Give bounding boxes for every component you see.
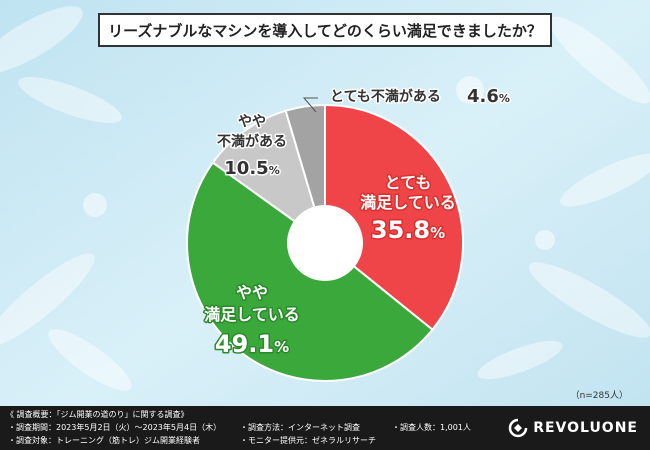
label-very-dissatisfied-value: 4.6% xyxy=(467,86,510,107)
label-very-satisfied-value: 35.8% xyxy=(371,216,445,244)
flower-decoration xyxy=(83,76,555,250)
revoluone-logo-icon xyxy=(508,418,528,438)
slice-very-satisfied xyxy=(324,103,464,332)
label-very-dissatisfied-text: とても不満がある xyxy=(330,88,441,105)
survey-overview: 《 調査概要：「ジム開業の道のり」に関する調査》 xyxy=(6,410,189,419)
label-somewhat-dissatisfied-line2: 不満がある xyxy=(217,133,287,150)
label-somewhat-satisfied-line1: やや xyxy=(236,283,268,302)
label-somewhat-satisfied-value: 49.1% xyxy=(215,330,289,358)
label-somewhat-dissatisfied-value: 10.5% xyxy=(224,158,279,179)
revoluone-logo: REVOLUONE xyxy=(508,418,638,438)
chart-title: リーズナブルなマシンを導入してどのくらい満足できましたか？ xyxy=(98,13,552,47)
label-very-satisfied-line2: 満足している xyxy=(360,193,456,212)
sample-size-label: （n=285人） xyxy=(570,391,628,401)
logo-text: REVOLUONE xyxy=(533,420,638,436)
survey-provider: ・モニター提供元：ゼネラルリサーチ xyxy=(240,436,376,445)
survey-period: ・調査期間：2023年5月2日（火）～2023年5月4日（木） xyxy=(8,423,222,432)
survey-method: ・調査方法：インターネット調査 xyxy=(240,423,360,432)
leader-line xyxy=(302,97,318,113)
footer: 《 調査概要：「ジム開業の道のり」に関する調査》 ・調査期間：2023年5月2日… xyxy=(0,406,650,450)
survey-count: ・調査人数：1,001人 xyxy=(392,423,471,432)
slice-somewhat-dissatisfied xyxy=(211,109,327,246)
label-somewhat-dissatisfied-line1: やや xyxy=(238,114,266,130)
donut-hole xyxy=(287,205,363,281)
label-somewhat-satisfied-line2: 満足している xyxy=(204,305,300,324)
label-very-satisfied-line1: とても xyxy=(385,173,432,192)
survey-target: ・調査対象：トレーニング（筋トレ）ジム開業経験者 xyxy=(8,436,200,445)
